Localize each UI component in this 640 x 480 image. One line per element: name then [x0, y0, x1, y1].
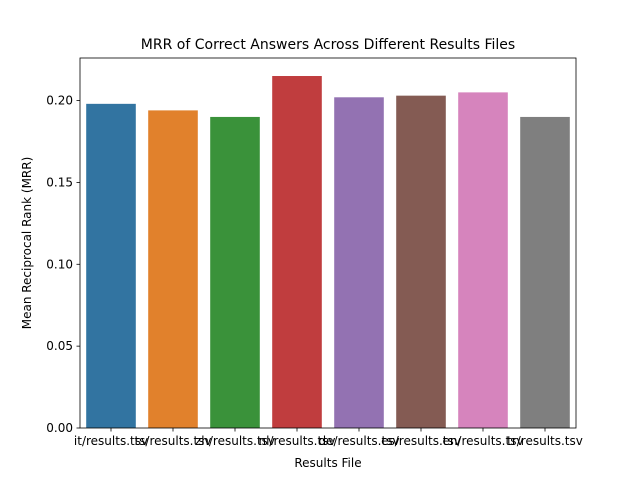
bar-8 — [520, 116, 570, 428]
y-axis-label: Mean Reciprocal Rank (MRR) — [20, 157, 34, 330]
chart-title: MRR of Correct Answers Across Different … — [141, 37, 515, 53]
y-tick-label: 0.05 — [46, 339, 73, 353]
bar-2 — [148, 110, 198, 429]
bar-6 — [396, 95, 446, 428]
plot-frame — [79, 57, 577, 429]
x-axis-label: Results File — [294, 456, 361, 470]
x-tick-label: es/results.tsv — [381, 434, 461, 448]
y-tick-label: 0.15 — [46, 175, 73, 189]
bar-5 — [334, 97, 384, 428]
x-tick-label: tr/results.tsv — [507, 434, 583, 448]
x-tick-label: de/results.tsv — [318, 434, 399, 448]
x-tick-label: zh/results.tsv — [195, 434, 275, 448]
bar-7 — [458, 92, 508, 429]
y-tick-label: 0.20 — [46, 94, 73, 108]
x-tick-label: nl/results.tsv — [258, 434, 335, 448]
plot-area: 0.00 0.05 0.10 0.15 0.20 it/results.tsvts/res… — [46, 57, 583, 448]
x-tick-label: ts/results.tsv — [134, 434, 211, 448]
x-tick-label: en/results.tsv — [442, 434, 523, 448]
bar-4 — [272, 76, 322, 428]
y-tick-label: 0.10 — [46, 257, 73, 271]
x-tick-label: it/results.tsv — [74, 434, 148, 448]
bar-3 — [210, 116, 260, 428]
y-tick-label: 0.00 — [46, 421, 73, 435]
bar-1 — [86, 103, 136, 429]
